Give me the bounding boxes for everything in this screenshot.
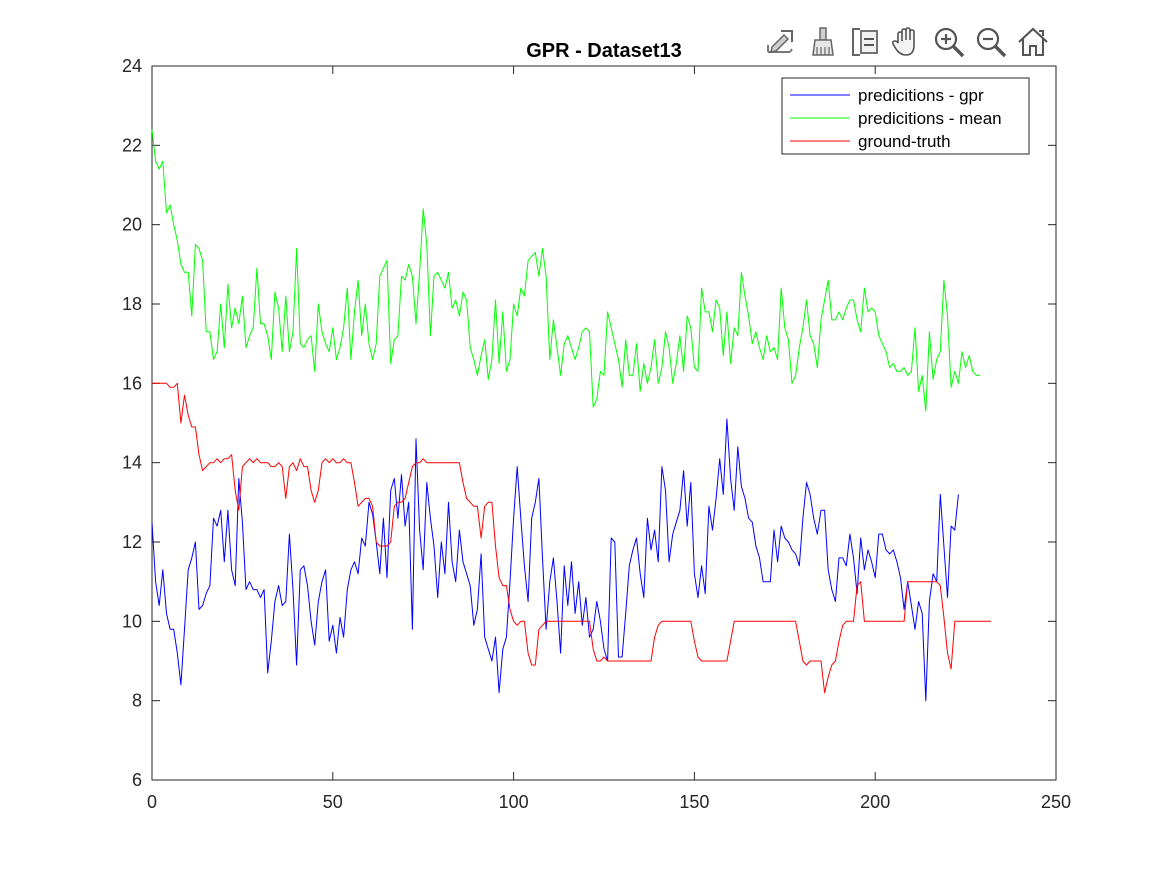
- brush-button[interactable]: [804, 22, 842, 62]
- pan-hand-icon: [891, 27, 915, 56]
- x-tick-label: 0: [147, 792, 157, 812]
- y-tick-label: 18: [122, 294, 142, 314]
- y-tick-label: 12: [122, 532, 142, 552]
- zoom-out-button[interactable]: [972, 22, 1010, 62]
- zoom-in-icon: [934, 27, 965, 58]
- export-icon: [767, 30, 793, 53]
- legend-toggle-button[interactable]: [846, 22, 884, 62]
- y-tick-label: 20: [122, 215, 142, 235]
- chart-title: GPR - Dataset13: [526, 40, 682, 62]
- axes: 0 50 100 150 200 250 6 8 10 12 14 16 18 20 22 24: [122, 56, 1071, 812]
- brush-icon: [812, 27, 834, 56]
- zoom-in-button[interactable]: [930, 22, 968, 62]
- y-tick-label: 16: [122, 373, 142, 393]
- y-tick-label: 10: [122, 611, 142, 631]
- legend[interactable]: predicitions - gpr predicitions - mean gro…: [781, 77, 1030, 155]
- plot-area: [151, 65, 1057, 781]
- export-button[interactable]: [762, 22, 800, 62]
- y-tick-label: 24: [122, 56, 142, 76]
- y-tick-label: 14: [122, 453, 142, 473]
- x-tick-label: 100: [499, 792, 529, 812]
- home-button[interactable]: [1014, 22, 1052, 62]
- legend-label: predicitions - gpr: [858, 86, 984, 105]
- series-line-2: [151, 129, 981, 412]
- series-line-3: [152, 382, 991, 694]
- y-tick-label: 6: [132, 770, 142, 790]
- figure-toolbar: [762, 22, 1052, 64]
- x-tick-label: 50: [323, 792, 343, 812]
- series-lines: [151, 129, 991, 702]
- x-tick-label: 250: [1041, 792, 1071, 812]
- y-tick-label: 22: [122, 135, 142, 155]
- x-tick-label: 200: [860, 792, 890, 812]
- legend-label: predicitions - mean: [858, 109, 1002, 128]
- x-tick-label: 150: [679, 792, 709, 812]
- pan-button[interactable]: [888, 22, 926, 62]
- zoom-out-icon: [976, 27, 1007, 58]
- home-icon: [1018, 27, 1048, 56]
- legend-label: ground-truth: [858, 132, 951, 151]
- y-tick-label: 8: [132, 691, 142, 711]
- legend-toggle-icon: [852, 28, 878, 56]
- series-line-1: [151, 418, 959, 702]
